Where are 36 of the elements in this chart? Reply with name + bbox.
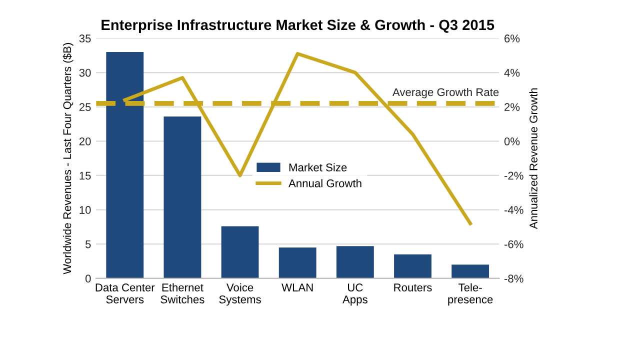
- y-axis-title: Worldwide Revenues - Last Four Quarters ($B): [62, 43, 74, 274]
- y-tick-label: 5: [86, 240, 91, 248]
- bar: [452, 264, 490, 278]
- y-tick-label: 25: [79, 103, 91, 112]
- legend-label: Annual Growth: [288, 179, 362, 188]
- y-tick-label: 30: [79, 68, 91, 77]
- y-tick-label: 20: [79, 137, 91, 146]
- legend-label: Market Size: [289, 163, 347, 172]
- x-tick-label: UC Apps: [342, 284, 368, 306]
- y2-tick-label: 2%: [504, 103, 520, 111]
- bar: [221, 226, 259, 278]
- bar: [106, 52, 144, 278]
- y-tick-label: 10: [80, 206, 91, 214]
- y2-tick-label: -6%: [504, 240, 524, 248]
- bar: [394, 254, 432, 278]
- y2-tick-label: -8%: [504, 274, 524, 283]
- bar: [336, 246, 374, 278]
- y-tick-label: 15: [80, 172, 91, 180]
- x-tick-label: WLAN: [282, 284, 313, 292]
- x-tick-label: Voice Systems: [219, 283, 261, 306]
- y2-tick-label: 6%: [504, 34, 520, 42]
- y-tick-label: 35: [79, 34, 91, 42]
- y2-tick-label: 4%: [504, 68, 520, 77]
- y2-tick-label: -2%: [504, 172, 524, 180]
- chart-title: Enterprise Infrastructure Market Size & Growth - Q3 2015: [102, 19, 494, 33]
- y2-axis-title: Annualized Revenue Growth: [529, 88, 538, 230]
- y2-tick-label: 0%: [504, 137, 520, 146]
- bar: [164, 116, 202, 278]
- x-tick-label: Data Center Servers: [96, 284, 155, 304]
- y2-tick-label: -4%: [504, 206, 524, 214]
- ref-line-label: Average Growth Rate: [392, 88, 499, 98]
- y-tick-label: 0: [85, 274, 91, 283]
- x-tick-label: Tele- presence: [448, 283, 493, 306]
- x-tick-label: Ethernet Switches: [160, 283, 204, 304]
- bar: [278, 248, 316, 278]
- x-tick-label: Routers: [394, 284, 432, 292]
